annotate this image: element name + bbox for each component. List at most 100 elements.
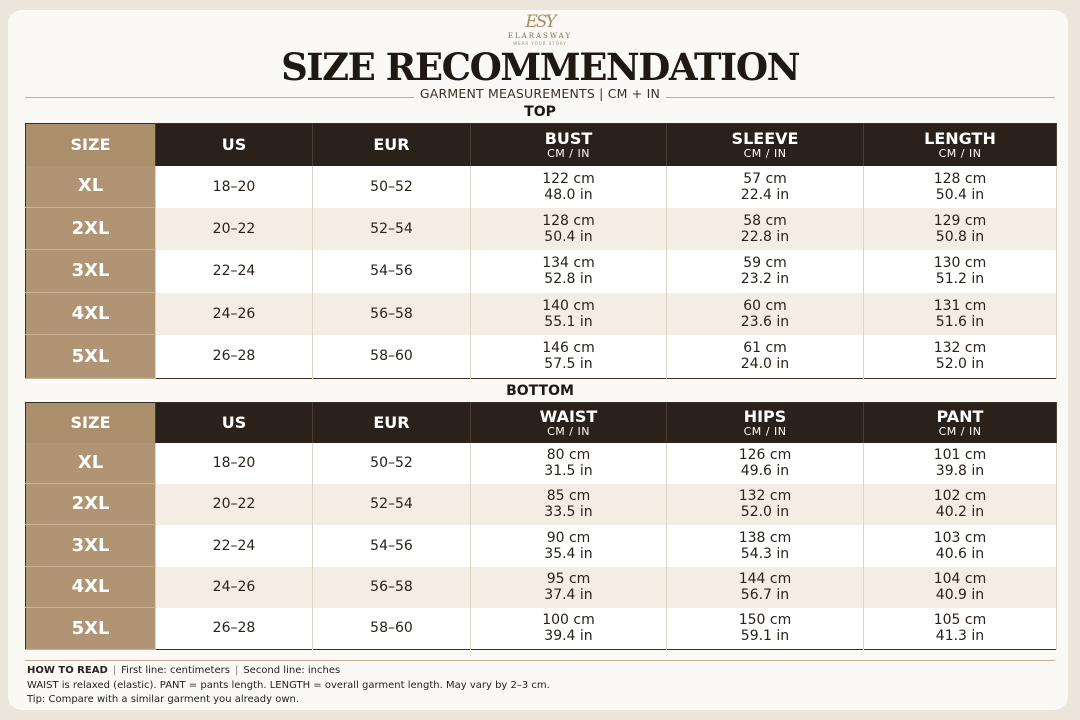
value-cm: 60 cm xyxy=(743,297,787,314)
value-in: 52.0 in xyxy=(935,356,985,373)
eur-size-cell: 56–58 xyxy=(312,292,471,335)
value: 54–56 xyxy=(370,537,413,554)
us-size-cell: 20–22 xyxy=(155,207,313,250)
eur-size-cell: 54–56 xyxy=(312,249,471,293)
column-header-label: WAIST xyxy=(539,406,598,426)
value-in: 40.6 in xyxy=(935,545,985,562)
value-in: 40.2 in xyxy=(935,504,985,520)
column-header-sleeve: SLEEVE CM / IN xyxy=(666,123,864,166)
brand-name: ELARASWAY xyxy=(507,32,573,40)
measurement-cell-3: 130 cm 51.2 in xyxy=(863,249,1057,293)
column-header-label: HIPS xyxy=(743,406,787,426)
value-in: 40.9 in xyxy=(935,587,985,603)
value-cm: 128 cm xyxy=(542,212,595,229)
value-cm: 101 cm xyxy=(933,447,987,463)
value-cm: 131 cm xyxy=(933,297,987,314)
value-cm: 100 cm xyxy=(542,612,595,629)
column-header-label: SIZE xyxy=(70,412,111,432)
us-size-cell: 26–28 xyxy=(155,334,313,379)
value: 4XL xyxy=(71,576,110,597)
value: 22–24 xyxy=(212,263,256,279)
column-header-label: EUR xyxy=(373,412,410,432)
measurement-cell-1: 122 cm 48.0 in xyxy=(470,165,667,208)
value-cm: 122 cm xyxy=(542,170,595,187)
brand-tagline: WEAR YOUR STORY xyxy=(513,41,567,46)
value-cm: 105 cm xyxy=(933,612,987,629)
how-to-read-in: Second line: inches xyxy=(243,665,341,676)
measurement-cell-3: 132 cm 52.0 in xyxy=(863,334,1057,379)
column-header-label: LENGTH xyxy=(924,128,996,148)
value-cm: 132 cm xyxy=(933,340,987,357)
value-in: 52.8 in xyxy=(544,271,593,287)
size-cell: 3XL xyxy=(25,249,156,293)
footer-line-3: Tip: Compare with a similar garment you … xyxy=(27,694,300,705)
value-in: 23.2 in xyxy=(740,271,790,287)
table-row: 2XL 20–22 52–54 85 cm 33.5 in 132 cm 52.0 in 10… xyxy=(25,483,1057,525)
value-in: 51.2 in xyxy=(935,271,985,287)
value-cm: 102 cm xyxy=(933,488,987,504)
size-cell: 2XL xyxy=(25,207,156,250)
eur-size-cell: 56–58 xyxy=(312,566,471,608)
value-cm: 140 cm xyxy=(542,297,595,314)
table-row: 3XL 22–24 54–56 90 cm 35.4 in 138 cm 54.3 in 10… xyxy=(25,524,1057,567)
value: 5XL xyxy=(71,345,110,367)
size-cell: XL xyxy=(25,442,156,484)
page-subtitle: GARMENT MEASUREMENTS | CM + IN xyxy=(0,86,1080,102)
us-size-cell: 18–20 xyxy=(155,165,313,208)
value-in: 56.7 in xyxy=(740,587,790,603)
value-in: 22.4 in xyxy=(740,186,790,203)
measurement-cell-1: 80 cm 31.5 in xyxy=(470,442,667,484)
value: 24–26 xyxy=(212,579,256,595)
size-cell: 3XL xyxy=(25,524,156,567)
measurement-cell-3: 103 cm 40.6 in xyxy=(863,524,1057,567)
how-to-read-notes: HOW TO READ | First line: centimeters | Seco… xyxy=(27,664,1047,708)
how-to-read-label: HOW TO READ xyxy=(27,665,108,676)
column-header-label: US xyxy=(221,412,247,432)
measurement-cell-2: 59 cm 23.2 in xyxy=(666,249,864,293)
value-cm: 85 cm xyxy=(546,488,591,504)
value-cm: 126 cm xyxy=(738,447,792,463)
measurement-cell-2: 58 cm 22.8 in xyxy=(666,207,864,250)
footer-line-1: HOW TO READ | First line: centimeters | Seco… xyxy=(27,665,341,676)
eur-size-cell: 52–54 xyxy=(312,483,471,525)
value-in: 55.1 in xyxy=(544,313,593,330)
measurement-cell-3: 101 cm 39.8 in xyxy=(863,442,1057,484)
value: 18–20 xyxy=(212,455,256,471)
value-in: 54.3 in xyxy=(740,545,790,562)
section-label-bottom: BOTTOM xyxy=(506,383,574,399)
value-cm: 144 cm xyxy=(738,571,792,587)
value: 22–24 xyxy=(212,537,256,554)
measurement-cell-2: 61 cm 24.0 in xyxy=(666,334,864,379)
value-cm: 128 cm xyxy=(933,170,987,187)
column-header-unit: CM / IN xyxy=(938,424,982,438)
value-cm: 59 cm xyxy=(743,255,787,271)
table-row: 4XL 24–26 56–58 95 cm 37.4 in 144 cm 56.7 in 10… xyxy=(25,566,1057,608)
us-size-cell: 20–22 xyxy=(155,483,313,525)
measurement-cell-3: 128 cm 50.4 in xyxy=(863,165,1057,208)
value-in: 35.4 in xyxy=(544,545,593,562)
value: 26–28 xyxy=(212,620,256,637)
value: XL xyxy=(77,175,104,197)
value: 4XL xyxy=(71,302,110,324)
footer-line-2: WAIST is relaxed (elastic). PANT = pants… xyxy=(27,679,550,691)
column-header-label: PANT xyxy=(936,406,984,426)
section-label-top: TOP xyxy=(524,104,556,120)
value-cm: 58 cm xyxy=(743,212,787,229)
table-row: 2XL 20–22 52–54 128 cm 50.4 in 58 cm 22.8 in 12… xyxy=(25,207,1057,250)
value-in: 50.8 in xyxy=(935,228,985,245)
column-header-unit: CM / IN xyxy=(547,424,590,438)
value-in: 33.5 in xyxy=(544,504,593,520)
eur-size-cell: 58–60 xyxy=(312,334,471,379)
value-cm: 132 cm xyxy=(738,488,792,504)
value-cm: 80 cm xyxy=(546,447,591,463)
value-in: 24.0 in xyxy=(740,356,790,373)
value-in: 22.8 in xyxy=(740,228,790,245)
column-header-label: EUR xyxy=(373,134,410,154)
value-cm: 129 cm xyxy=(933,212,987,229)
table-row: 3XL 22–24 54–56 134 cm 52.8 in 59 cm 23.2 in 13… xyxy=(25,249,1057,293)
size-table-bottom: SIZE US EUR WAIST CM / IN HIPS CM / IN PANT CM /… xyxy=(25,402,1057,650)
us-size-cell: 22–24 xyxy=(155,249,313,293)
size-cell: XL xyxy=(25,165,156,208)
column-header-eur: EUR xyxy=(312,402,471,443)
measurement-cell-2: 138 cm 54.3 in xyxy=(666,524,864,567)
